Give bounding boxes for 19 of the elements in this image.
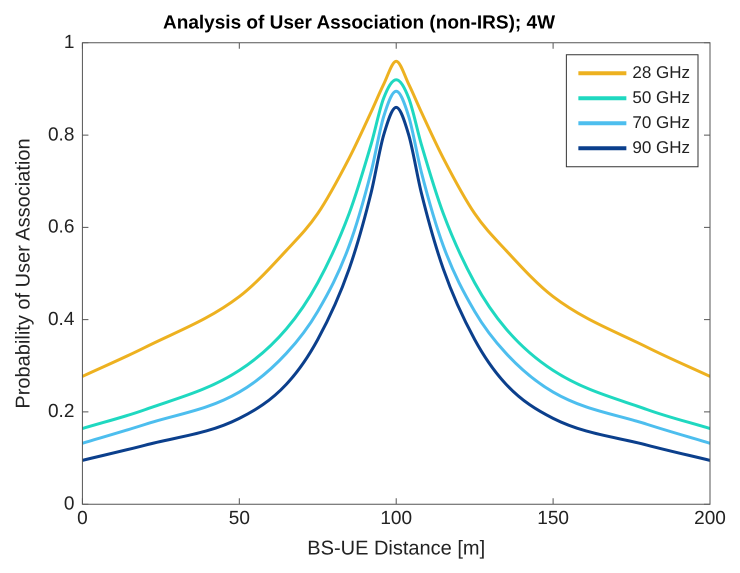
legend-label: 28 GHz [632,62,690,82]
legend-label: 70 GHz [632,112,690,132]
chart-title: Analysis of User Association (non-IRS); 4W [162,12,556,34]
x-tick-label: 50 [228,508,250,529]
legend-label: 50 GHz [632,88,690,107]
x-tick-label: 100 [380,508,412,529]
x-tick-label: 0 [77,508,88,529]
x-tick-label: 200 [694,508,726,529]
y-axis-title: Probability of User Association [12,138,35,409]
x-tick-label: 150 [537,508,569,529]
y-tick-label: 1 [64,32,74,54]
y-tick-label: 0 [64,493,74,514]
x-axis-title: BS-UE Distance [m] [307,538,486,560]
y-tick-label: 0.4 [48,308,75,330]
line-series [82,60,710,378]
y-tick-label: 0.6 [48,216,74,238]
legend-label: 90 GHz [632,138,690,157]
y-tick-label: 0.8 [48,124,74,146]
y-tick-label: 0.2 [48,401,74,422]
